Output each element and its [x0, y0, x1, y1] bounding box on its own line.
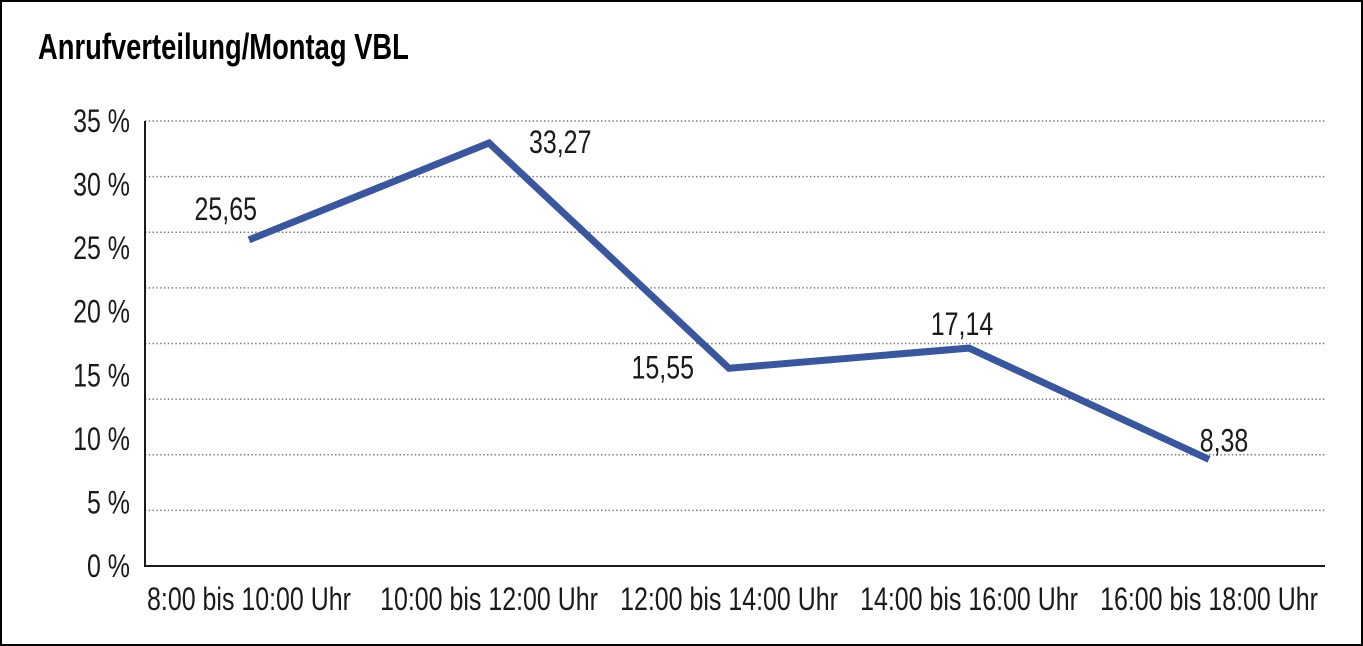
y-tick-label: 30 %: [73, 168, 130, 204]
y-tick-label: 20 %: [73, 295, 130, 331]
x-category-label: 12:00 bis 14:00 Uhr: [620, 582, 838, 618]
data-line: [247, 138, 1211, 463]
data-point-label: 8,38: [1200, 424, 1249, 460]
y-tick-label: 15 %: [73, 358, 130, 394]
chart-title: Anrufverteilung/Montag VBL: [38, 26, 409, 67]
y-tick-label: 25 %: [73, 231, 130, 267]
y-tick-label: 5 %: [87, 486, 130, 522]
y-tick-label: 10 %: [73, 422, 130, 458]
x-category-label: 16:00 bis 18:00 Uhr: [1100, 582, 1318, 618]
x-category-label: 14:00 bis 16:00 Uhr: [860, 582, 1078, 618]
data-point-label: 25,65: [195, 192, 257, 228]
x-category-label: 8:00 bis 10:00 Uhr: [147, 582, 351, 618]
y-tick-label: 35 %: [73, 104, 130, 140]
data-point-label: 33,27: [529, 125, 591, 161]
x-category-label: 10:00 bis 12:00 Uhr: [380, 582, 598, 618]
y-tick-label: 0 %: [87, 549, 130, 585]
data-point-label: 15,55: [632, 350, 694, 386]
data-point-label: 17,14: [931, 307, 993, 343]
